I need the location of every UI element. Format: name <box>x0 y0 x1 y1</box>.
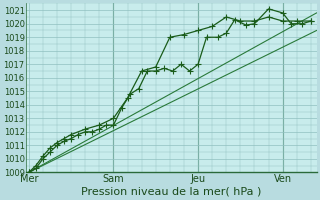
X-axis label: Pression niveau de la mer( hPa ): Pression niveau de la mer( hPa ) <box>81 187 261 197</box>
